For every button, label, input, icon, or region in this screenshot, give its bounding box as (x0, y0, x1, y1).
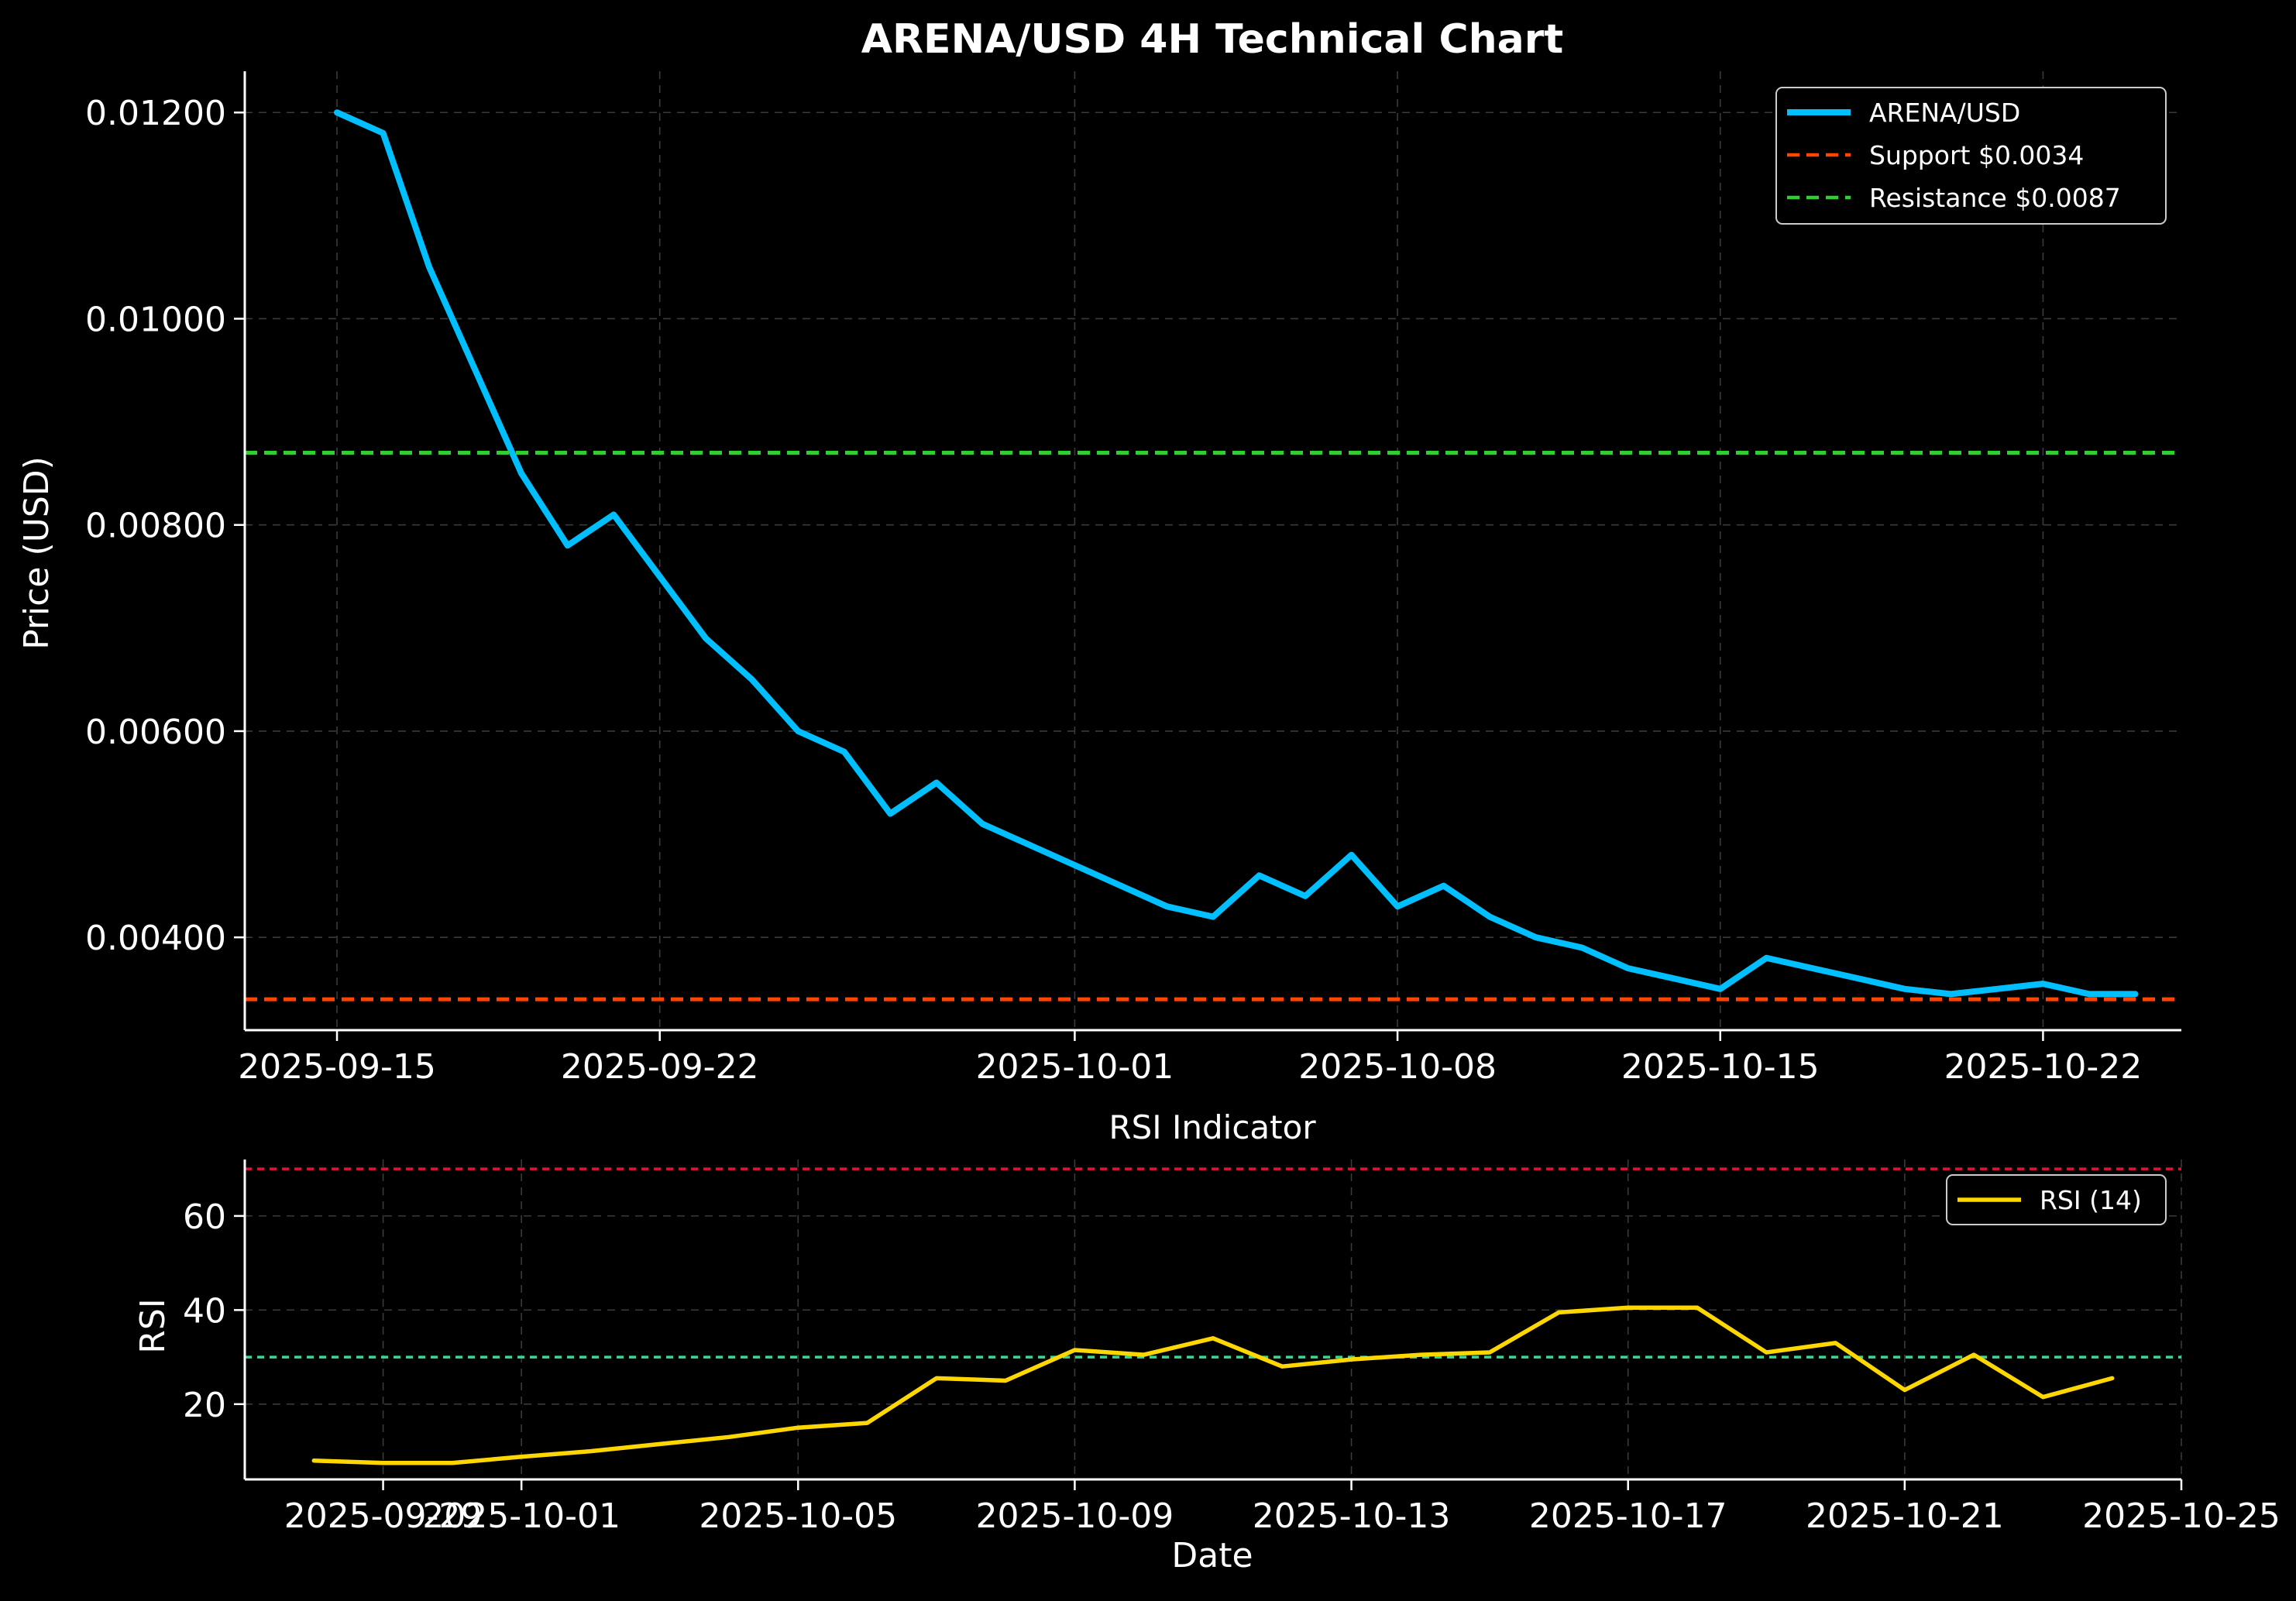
price-x-tick-label: 2025-10-01 (976, 1047, 1174, 1087)
rsi-axes (243, 1160, 2181, 1481)
price-x-ticks: 2025-09-15 2025-09-22 2025-10-01 2025-10-08… (238, 1030, 2142, 1087)
rsi-x-tick-label: 2025-10-25 (2082, 1496, 2281, 1536)
rsi-legend-label: RSI (14) (2040, 1185, 2142, 1215)
price-series (245, 109, 2181, 1001)
rsi-y-axis-label: RSI (133, 1298, 173, 1353)
price-axes (243, 71, 2181, 1032)
price-legend-label: Support $0.0034 (1869, 140, 2084, 170)
price-x-tick-label: 2025-10-22 (1944, 1047, 2143, 1087)
rsi-y-ticks: 20 40 60 (183, 1197, 245, 1425)
price-y-ticks: 0.00400 0.00600 0.00800 0.01000 0.01200 (85, 94, 245, 958)
rsi-grid (245, 1160, 2182, 1479)
price-grid (245, 71, 2181, 1030)
rsi-y-tick-label: 20 (183, 1386, 226, 1425)
chart-title: ARENA/USD 4H Technical Chart (861, 16, 1563, 63)
price-panel: 2025-09-15 2025-09-22 2025-10-01 2025-10-08… (17, 71, 2181, 1087)
rsi-x-axis-label: Date (1171, 1536, 1253, 1575)
rsi-y-tick-label: 40 (183, 1291, 226, 1331)
price-legend-box (1775, 87, 2167, 225)
rsi-x-tick-label: 2025-10-13 (1253, 1496, 1451, 1536)
price-legend: ARENA/USD Support $0.0034 Resistance $0.00… (1775, 87, 2167, 225)
rsi-x-tick-label: 2025-10-17 (1529, 1496, 1727, 1536)
price-y-tick-label: 0.01000 (85, 300, 226, 339)
price-y-tick-label: 0.00800 (85, 507, 226, 546)
rsi-x-tick-label: 2025-10-09 (976, 1496, 1174, 1536)
rsi-x-tick-label: 2025-10-05 (699, 1496, 897, 1536)
price-x-tick-label: 2025-09-15 (238, 1047, 436, 1087)
rsi-panel-title: RSI Indicator (1108, 1108, 1316, 1146)
rsi-y-tick-label: 60 (183, 1197, 226, 1237)
price-y-tick-label: 0.00600 (85, 713, 226, 752)
rsi-series-line (311, 1305, 2115, 1465)
price-y-axis-label: Price (USD) (17, 456, 57, 650)
price-x-tick-label: 2025-09-22 (561, 1047, 759, 1087)
rsi-legend: RSI (14) (1946, 1174, 2167, 1225)
rsi-x-tick-label: 2025-10-01 (422, 1496, 620, 1536)
price-legend-label: Resistance $0.0087 (1869, 183, 2121, 213)
price-y-tick-label: 0.00400 (85, 919, 226, 958)
price-legend-label: ARENA/USD (1869, 98, 2020, 128)
price-x-tick-label: 2025-10-08 (1298, 1047, 1497, 1087)
price-y-tick-label: 0.01200 (85, 94, 226, 133)
price-x-tick-label: 2025-10-15 (1621, 1047, 1820, 1087)
price-series-line (334, 109, 2139, 998)
rsi-x-tick-label: 2025-09-29 (284, 1496, 483, 1536)
rsi-x-tick-label: 2025-10-21 (1806, 1496, 2004, 1536)
rsi-legend-box (1946, 1174, 2167, 1225)
rsi-series (311, 1305, 2115, 1465)
